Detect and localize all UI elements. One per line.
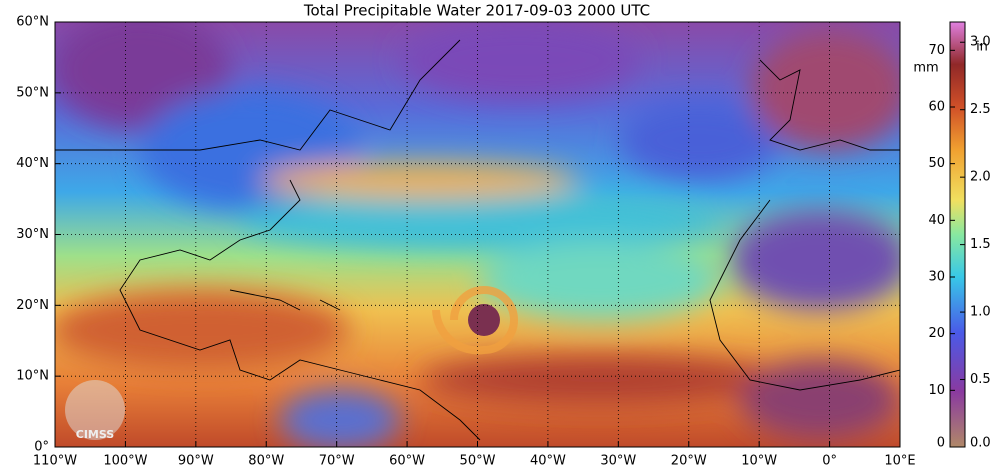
- colorbar: [949, 21, 966, 448]
- y-tick-label: 40°N: [16, 156, 49, 171]
- mm-tick-label: 40: [928, 213, 945, 228]
- mm-tick-label: 20: [928, 326, 945, 341]
- x-tick-label: 30°W: [600, 454, 636, 469]
- x-tick-label: 50°W: [460, 454, 496, 469]
- x-tick-label: 20°W: [671, 454, 707, 469]
- x-tick-label: 60°W: [389, 454, 425, 469]
- y-tick-label: 0°: [34, 440, 49, 455]
- mm-tick-label: 30: [928, 270, 945, 285]
- in-tick-label: 2.5: [970, 102, 991, 117]
- map-image: [55, 22, 900, 447]
- x-tick-label: 0°: [822, 454, 837, 469]
- x-tick-label: 10°E: [884, 454, 915, 469]
- x-tick-label: 70°W: [319, 454, 355, 469]
- mm-tick-label: 60: [928, 100, 945, 115]
- mm-tick-label: 70: [928, 43, 945, 58]
- x-tick-label: 10°W: [741, 454, 777, 469]
- in-tick-label: 1.0: [970, 305, 991, 320]
- x-tick-label: 110°W: [33, 454, 77, 469]
- y-tick-label: 20°N: [16, 298, 49, 313]
- mm-tick-label: 50: [928, 156, 945, 171]
- mm-unit-label: mm: [913, 61, 938, 76]
- cimss-logo: CIMSS: [65, 380, 125, 441]
- in-tick-label: 0.0: [970, 436, 991, 451]
- in-tick-label: 3.0: [970, 35, 991, 50]
- in-tick-label: 1.5: [970, 237, 991, 252]
- in-tick-label: 2.0: [970, 170, 991, 185]
- y-tick-label: 50°N: [16, 85, 49, 100]
- x-tick-label: 100°W: [103, 454, 147, 469]
- in-tick-label: 0.5: [970, 372, 991, 387]
- y-tick-label: 10°N: [16, 369, 49, 384]
- title: Total Precipitable Water 2017-09-03 2000…: [303, 2, 650, 20]
- x-tick-label: 40°W: [530, 454, 566, 469]
- y-tick-label: 60°N: [16, 15, 49, 30]
- logo-text: CIMSS: [76, 428, 115, 441]
- mm-tick-label: 0: [937, 436, 945, 451]
- in-unit-label: in: [976, 40, 988, 55]
- y-tick-label: 30°N: [16, 227, 49, 242]
- x-tick-label: 80°W: [248, 454, 284, 469]
- mm-tick-label: 10: [928, 383, 945, 398]
- x-tick-label: 90°W: [178, 454, 214, 469]
